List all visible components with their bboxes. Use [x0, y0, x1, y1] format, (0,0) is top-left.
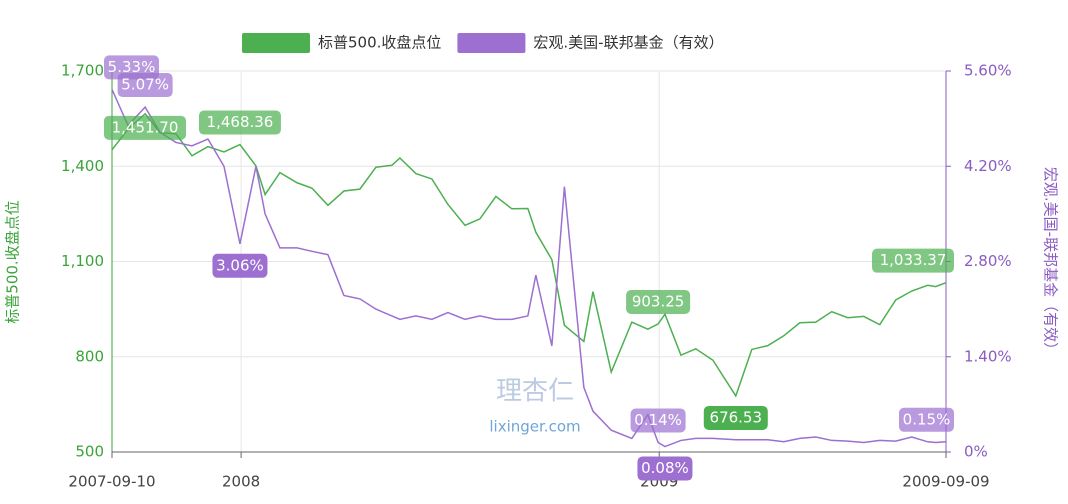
y-axis-title: 标普500.收盘点位	[4, 200, 22, 323]
value-label: 1,033.37	[880, 251, 947, 269]
value-label: 0.08%	[641, 459, 689, 477]
value-label: 5.33%	[108, 58, 156, 76]
value-label-box	[637, 456, 693, 481]
y-tick-label: 800	[75, 347, 104, 365]
value-label: 1,451.70	[112, 118, 179, 136]
value-label: 5.07%	[121, 76, 169, 94]
value-label: 3.06%	[216, 256, 264, 274]
legend-swatch	[457, 33, 526, 53]
watermark: 理杏仁	[496, 377, 574, 407]
x-tick-label: 2007-09-10	[68, 473, 155, 491]
y2-tick-label: 4.20%	[964, 157, 1012, 175]
watermark: lixinger.com	[489, 418, 580, 436]
value-label-box	[703, 405, 768, 430]
y-tick-label: 1,700	[61, 62, 104, 80]
x-tick-label: 2009-09-09	[902, 473, 989, 491]
y2-tick-label: 2.80%	[964, 252, 1012, 270]
y2-axis-title: 宏观.美国-联邦基金（有效）	[1042, 167, 1060, 357]
legend-label: 标普500.收盘点位	[318, 34, 441, 52]
x-tick-label: 2008	[222, 473, 260, 491]
value-label-box	[872, 248, 954, 273]
value-label-box	[626, 289, 691, 314]
y2-tick-label: 1.40%	[964, 347, 1012, 365]
value-label: 903.25	[632, 292, 685, 310]
value-label: 1,468.36	[207, 113, 274, 131]
y2-tick-label: 5.60%	[964, 62, 1012, 80]
series-line	[111, 89, 947, 448]
value-label-box	[212, 253, 268, 278]
y2-tick-label: 0%	[964, 443, 988, 461]
value-label-box	[117, 73, 173, 98]
value-label: 676.53	[710, 408, 763, 426]
value-label: 0.14%	[634, 411, 682, 429]
value-label-box	[630, 408, 686, 433]
value-label-box	[899, 407, 954, 432]
value-label-box	[198, 110, 281, 135]
legend-label: 宏观.美国-联邦基金（有效）	[533, 34, 723, 52]
value-label-box	[104, 115, 186, 140]
y-tick-label: 1,400	[61, 157, 104, 175]
y-tick-label: 1,100	[61, 252, 104, 270]
value-label: 0.15%	[903, 410, 951, 428]
legend-swatch	[242, 33, 310, 53]
y-tick-label: 500	[75, 443, 104, 461]
